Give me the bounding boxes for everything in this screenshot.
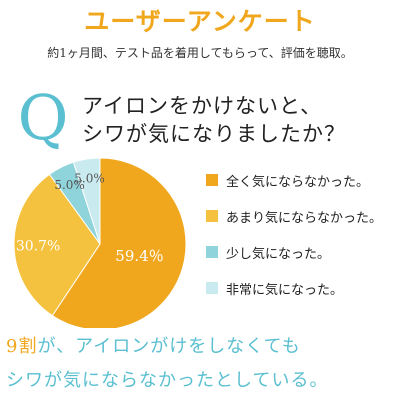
legend-item-2: あまり気にならなかった。 (206, 198, 400, 234)
question-line-1: アイロンをかけないと、 (82, 94, 323, 118)
legend-label: 非常に気になった。 (226, 282, 344, 298)
conclusion-line-1: 9割が、アイロンがけをしなくても (6, 334, 400, 360)
question-line-2: シワが気になりましたか？ (82, 122, 346, 146)
pie-slice-2 (13, 173, 101, 317)
pie-slice-label-3: 5.0% (54, 178, 85, 192)
pie-slice-label-4: 5.0% (74, 172, 105, 186)
legend-swatch (206, 174, 218, 186)
legend-swatch (206, 210, 218, 222)
conclusion-accent: 9割 (6, 336, 38, 357)
legend-label: あまり気にならなかった。 (226, 210, 383, 226)
conclusion-line-2: シワが気にならなかったとしている。 (6, 370, 329, 391)
legend-swatch (206, 282, 218, 294)
pie-slice-label-1: 59.4％ (115, 247, 163, 265)
legend-swatch (206, 246, 218, 258)
pie-chart: 59.4％ 30.7% 5.0%5.0% (13, 158, 187, 328)
legend-label: 全く気にならなかった。 (226, 174, 370, 190)
question-text: アイロンをかけないと、 シワが気になりましたか？ (82, 92, 400, 148)
pie-slice-4 (72, 158, 101, 245)
question-mark-q: Q (17, 81, 69, 154)
legend-item-4: 非常に気になった。 (206, 270, 400, 306)
page-title: ユーザーアンケート (84, 7, 316, 36)
chart-legend: 全く気にならなかった。 あまり気にならなかった。 少し気になった。 非常に気になった。 (206, 162, 400, 306)
legend-item-3: 少し気になった。 (206, 234, 400, 270)
pie-slice-label-2: 30.7% (16, 238, 60, 254)
legend-label: 少し気になった。 (226, 246, 331, 262)
page-subtitle: 約1ヶ月間、テスト品を着用してもらって、評価を聴取。 (47, 46, 353, 60)
pie-slice-1 (51, 158, 187, 328)
legend-item-1: 全く気にならなかった。 (206, 162, 400, 198)
conclusion-line-1-rest: が、アイロンがけをしなくても (37, 336, 301, 357)
